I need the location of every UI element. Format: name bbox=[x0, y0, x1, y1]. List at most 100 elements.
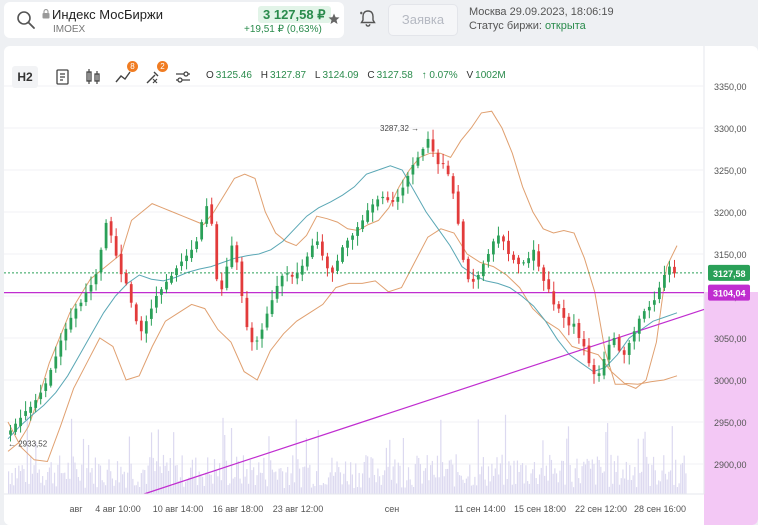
volume-bar bbox=[150, 432, 153, 494]
volume-bar bbox=[440, 419, 442, 494]
candle bbox=[134, 304, 138, 322]
candle bbox=[9, 430, 12, 435]
volume-bar bbox=[601, 472, 604, 494]
candle bbox=[285, 273, 289, 275]
volume-bar bbox=[593, 464, 595, 494]
volume-bar bbox=[174, 465, 176, 494]
candle bbox=[547, 279, 551, 290]
volume-bar bbox=[266, 486, 268, 494]
order-button[interactable]: Заявка bbox=[388, 4, 458, 36]
volume-bar bbox=[14, 467, 17, 494]
volume-bar bbox=[198, 471, 200, 494]
volume-bar bbox=[598, 460, 600, 494]
volume-bar bbox=[309, 464, 311, 494]
price-chart[interactable]: 3350,003300,003250,003200,003150,003100,… bbox=[4, 46, 758, 525]
candles-icon[interactable] bbox=[82, 66, 104, 88]
volume-bar bbox=[147, 465, 149, 494]
volume-bar bbox=[622, 469, 624, 494]
volume-bar bbox=[157, 429, 159, 494]
candle bbox=[502, 236, 505, 242]
volume-bar bbox=[368, 477, 370, 494]
volume-bar bbox=[441, 462, 444, 494]
volume-bar bbox=[600, 466, 602, 494]
volume-bar bbox=[327, 477, 330, 494]
volume-bar bbox=[295, 419, 297, 494]
volume-bar bbox=[251, 470, 253, 494]
volume-bar bbox=[618, 484, 621, 494]
current-price-tag bbox=[708, 264, 750, 281]
y-tick-label: 3250,00 bbox=[714, 166, 747, 176]
candle bbox=[341, 247, 344, 262]
volume-bar bbox=[263, 457, 265, 494]
volume-bar bbox=[13, 485, 15, 494]
volume-bar bbox=[317, 430, 319, 494]
settings-sliders-icon[interactable] bbox=[172, 66, 194, 88]
volume-bar bbox=[458, 475, 461, 494]
volume-bar bbox=[467, 476, 469, 494]
candle bbox=[119, 253, 123, 275]
volume-bar bbox=[304, 466, 306, 494]
volume-bar bbox=[305, 437, 308, 494]
volume-bar bbox=[576, 458, 578, 494]
volume-bar bbox=[283, 487, 285, 494]
drawings-icon bbox=[146, 71, 159, 84]
volume-bar bbox=[176, 464, 178, 494]
candle bbox=[557, 304, 561, 309]
volume-bar bbox=[515, 483, 517, 494]
timeframe-button[interactable]: H2 bbox=[12, 66, 38, 88]
bell-plus-icon[interactable] bbox=[358, 8, 378, 28]
volume-bar bbox=[256, 475, 258, 494]
candle bbox=[310, 245, 314, 258]
candle bbox=[59, 340, 63, 357]
volume-bar bbox=[259, 472, 262, 494]
candle bbox=[185, 255, 188, 262]
volume-bar bbox=[169, 457, 171, 494]
volume-bar bbox=[353, 487, 355, 494]
candle bbox=[260, 329, 264, 339]
volume-bar bbox=[533, 462, 536, 494]
volume-bar bbox=[77, 476, 79, 494]
x-tick-label: 22 сен 12:00 bbox=[575, 504, 627, 514]
candle bbox=[210, 204, 214, 224]
candle bbox=[512, 254, 515, 260]
candle bbox=[673, 266, 676, 274]
volume-bar bbox=[607, 423, 609, 494]
candle bbox=[527, 258, 530, 264]
volume-bar bbox=[557, 482, 559, 494]
candle bbox=[612, 338, 616, 346]
candle bbox=[326, 256, 329, 269]
indicators-button[interactable]: 8 bbox=[112, 61, 138, 88]
drawings-button[interactable]: 2 bbox=[142, 61, 168, 88]
volume-bar bbox=[361, 473, 364, 494]
star-icon[interactable] bbox=[328, 13, 340, 25]
volume-bar bbox=[663, 455, 665, 494]
candle bbox=[492, 241, 495, 255]
ohlc-high-label: H bbox=[260, 70, 268, 81]
search-icon[interactable] bbox=[16, 10, 36, 30]
volume-bar bbox=[346, 481, 348, 494]
trend-line[interactable] bbox=[143, 308, 705, 495]
volume-bar bbox=[312, 483, 314, 494]
volume-bar bbox=[244, 476, 246, 494]
volume-bar bbox=[414, 463, 416, 494]
volume-bar bbox=[634, 466, 636, 494]
volume-bar bbox=[469, 464, 471, 494]
volume-bar bbox=[89, 472, 91, 494]
chart-panel[interactable]: 3350,003300,003250,003200,003150,003100,… bbox=[4, 46, 758, 525]
volume-bar bbox=[387, 466, 389, 494]
volume-bar bbox=[149, 457, 151, 494]
volume-bar bbox=[685, 473, 687, 494]
volume-bar bbox=[363, 461, 365, 494]
volume-bar bbox=[135, 485, 137, 494]
volume-bar bbox=[549, 454, 551, 494]
volume-bar bbox=[270, 460, 272, 494]
volume-bar bbox=[18, 465, 20, 494]
candle bbox=[436, 152, 440, 165]
volume-bar bbox=[36, 472, 39, 494]
volume-bar bbox=[341, 484, 343, 494]
volume-bar bbox=[264, 479, 267, 494]
chart-type-icon[interactable] bbox=[52, 66, 74, 88]
candle bbox=[270, 300, 274, 315]
instrument-box[interactable]: Индекс МосБиржи IMOEX 3 127,58 ₽ +19,51 … bbox=[4, 2, 344, 38]
volume-bar bbox=[94, 457, 96, 494]
